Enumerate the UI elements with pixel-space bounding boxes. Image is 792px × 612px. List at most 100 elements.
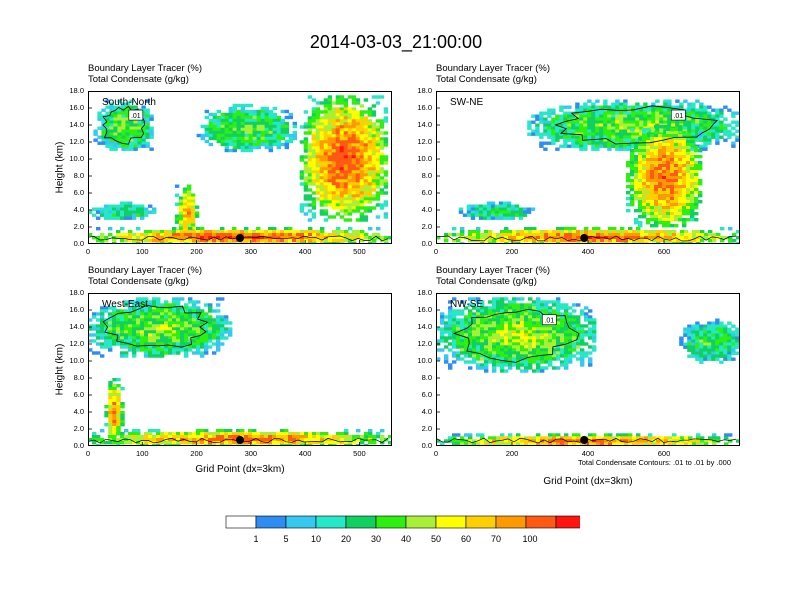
field-cell [371, 125, 377, 129]
field-cell [168, 309, 173, 313]
field-cell [694, 212, 699, 216]
field-cell [552, 303, 557, 307]
field-cell [600, 233, 605, 237]
field-cell [640, 239, 645, 243]
field-cell [646, 218, 651, 222]
field-cell [160, 345, 165, 349]
field-cell [108, 396, 113, 400]
field-cell [383, 107, 389, 111]
field-cell [630, 188, 635, 192]
field-cell [152, 207, 157, 211]
field-cell [492, 300, 497, 304]
field-cell [280, 236, 285, 240]
y-tick-label: 16.0 [417, 103, 432, 112]
field-cell [667, 111, 672, 115]
field-cell [564, 348, 569, 352]
field-cell [496, 300, 501, 304]
field-cell [383, 170, 389, 174]
field-cell [658, 161, 663, 165]
field-cell [464, 345, 469, 349]
field-cell [512, 230, 517, 234]
field-cell [299, 203, 305, 207]
field-cell [332, 435, 337, 439]
field-cell [508, 309, 513, 313]
field-cell [307, 170, 313, 174]
field-cell [666, 212, 671, 216]
field-cell [508, 345, 513, 349]
field-cell [646, 197, 651, 201]
field-cell [670, 179, 675, 183]
field-cell [88, 333, 93, 337]
field-cell [108, 435, 113, 439]
field-cell [204, 351, 209, 355]
field-cell [104, 306, 109, 310]
field-cell [132, 435, 137, 439]
field-cell [440, 321, 445, 325]
field-cell [339, 131, 345, 135]
field-cell [92, 438, 97, 442]
field-cell [368, 429, 373, 433]
field-cell [484, 348, 489, 352]
field-cell [588, 336, 593, 340]
field-cell [319, 173, 325, 177]
field-cell [141, 120, 146, 124]
field-cell [667, 120, 672, 124]
field-cell [667, 114, 672, 118]
field-cell [383, 182, 389, 186]
field-cell [564, 327, 569, 331]
field-cell [375, 191, 381, 195]
field-cell [715, 108, 720, 112]
field-cell [634, 173, 639, 177]
field-cell [694, 176, 699, 180]
field-cell [347, 131, 353, 135]
field-cell [248, 121, 253, 126]
field-cell [376, 233, 381, 237]
field-cell [536, 324, 541, 328]
field-cell [280, 230, 285, 234]
field-cell [200, 429, 205, 433]
field-cell [109, 141, 114, 145]
field-cell [551, 117, 556, 121]
field-cell [512, 300, 517, 304]
field-cell [559, 126, 564, 130]
field-cell [575, 123, 580, 127]
field-cell [248, 103, 253, 108]
field-cell [188, 327, 193, 331]
field-cell [137, 144, 142, 148]
field-cell [708, 233, 713, 237]
field-cell [644, 236, 649, 240]
field-cell [528, 354, 533, 358]
field-cell [248, 118, 253, 123]
field-cell [666, 170, 671, 174]
field-cell [484, 236, 489, 240]
field-cell [112, 315, 117, 319]
field-cell [256, 109, 261, 114]
field-cell [564, 227, 569, 231]
field-cell [328, 435, 333, 439]
field-cell [619, 135, 624, 139]
field-cell [304, 239, 309, 243]
field-cell [367, 170, 373, 174]
field-cell [643, 114, 648, 118]
field-cell [670, 155, 675, 159]
field-cell [308, 438, 313, 442]
field-cell [188, 336, 193, 340]
field-cell [216, 435, 221, 439]
field-cell [440, 327, 445, 331]
field-cell [658, 179, 663, 183]
field-cell [224, 321, 229, 325]
field-cell [686, 161, 691, 165]
field-cell [323, 197, 329, 201]
field-cell [327, 107, 333, 111]
field-cell [547, 129, 552, 133]
field-cell [480, 333, 485, 337]
field-cell [599, 126, 604, 130]
field-cell [536, 339, 541, 343]
field-cell [307, 203, 313, 207]
field-cell [544, 230, 549, 234]
field-cell [383, 215, 389, 219]
field-cell [364, 233, 369, 237]
field-cell [208, 318, 213, 322]
field-cell [108, 216, 113, 220]
field-cell [363, 164, 369, 168]
